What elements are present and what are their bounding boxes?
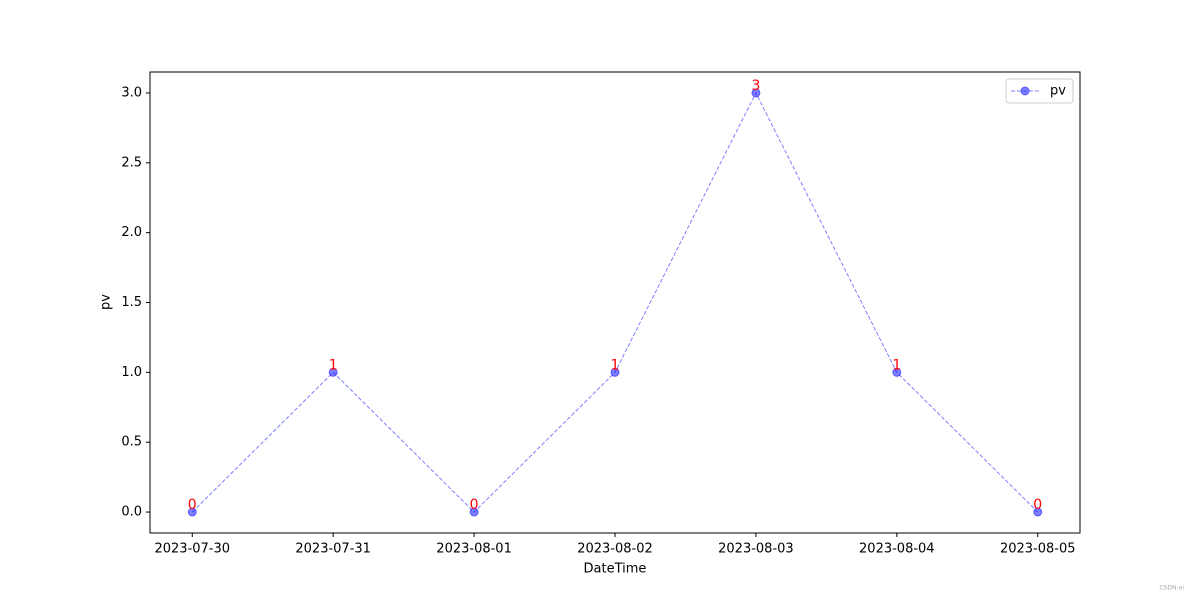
y-axis-label: pv [99,294,114,310]
data-point [1033,507,1043,517]
x-tick-label: 2023-08-02 [577,542,653,557]
data-label: 3 [751,78,760,94]
data-label: 0 [470,497,479,513]
x-axis-label: DateTime [584,562,647,577]
x-tick-label: 2023-08-01 [436,542,512,557]
data-label: 0 [1033,497,1042,513]
data-point [610,367,620,377]
y-tick-label: 3.0 [121,85,142,100]
x-tick-label: 2023-07-30 [154,542,230,557]
y-tick-label: 1.5 [121,295,142,310]
y-tick-label: 2.5 [121,155,142,170]
x-tick-label: 2023-08-05 [1000,542,1076,557]
data-point [469,507,479,517]
legend-box [1005,78,1074,104]
y-tick-label: 2.0 [121,225,142,240]
y-tick-label: 0.0 [121,505,142,520]
y-tick-label: 1.0 [121,365,142,380]
y-tick-label: 0.5 [121,435,142,450]
x-tick-label: 2023-07-31 [295,542,371,557]
data-point [892,367,902,377]
data-point [751,88,761,98]
legend-label: pv [1050,84,1066,99]
data-label: 1 [892,357,901,373]
data-point [328,367,338,377]
data-point [187,507,197,517]
legend: pv [1005,78,1074,104]
x-tick-label: 2023-08-04 [859,542,935,557]
plot-frame [149,71,1081,534]
watermark: CSDN-ai [1159,585,1184,592]
data-label: 1 [329,357,338,373]
legend-marker [1020,86,1030,96]
data-label: 0 [188,497,197,513]
data-label: 1 [611,357,620,373]
x-tick-label: 2023-08-03 [718,542,794,557]
